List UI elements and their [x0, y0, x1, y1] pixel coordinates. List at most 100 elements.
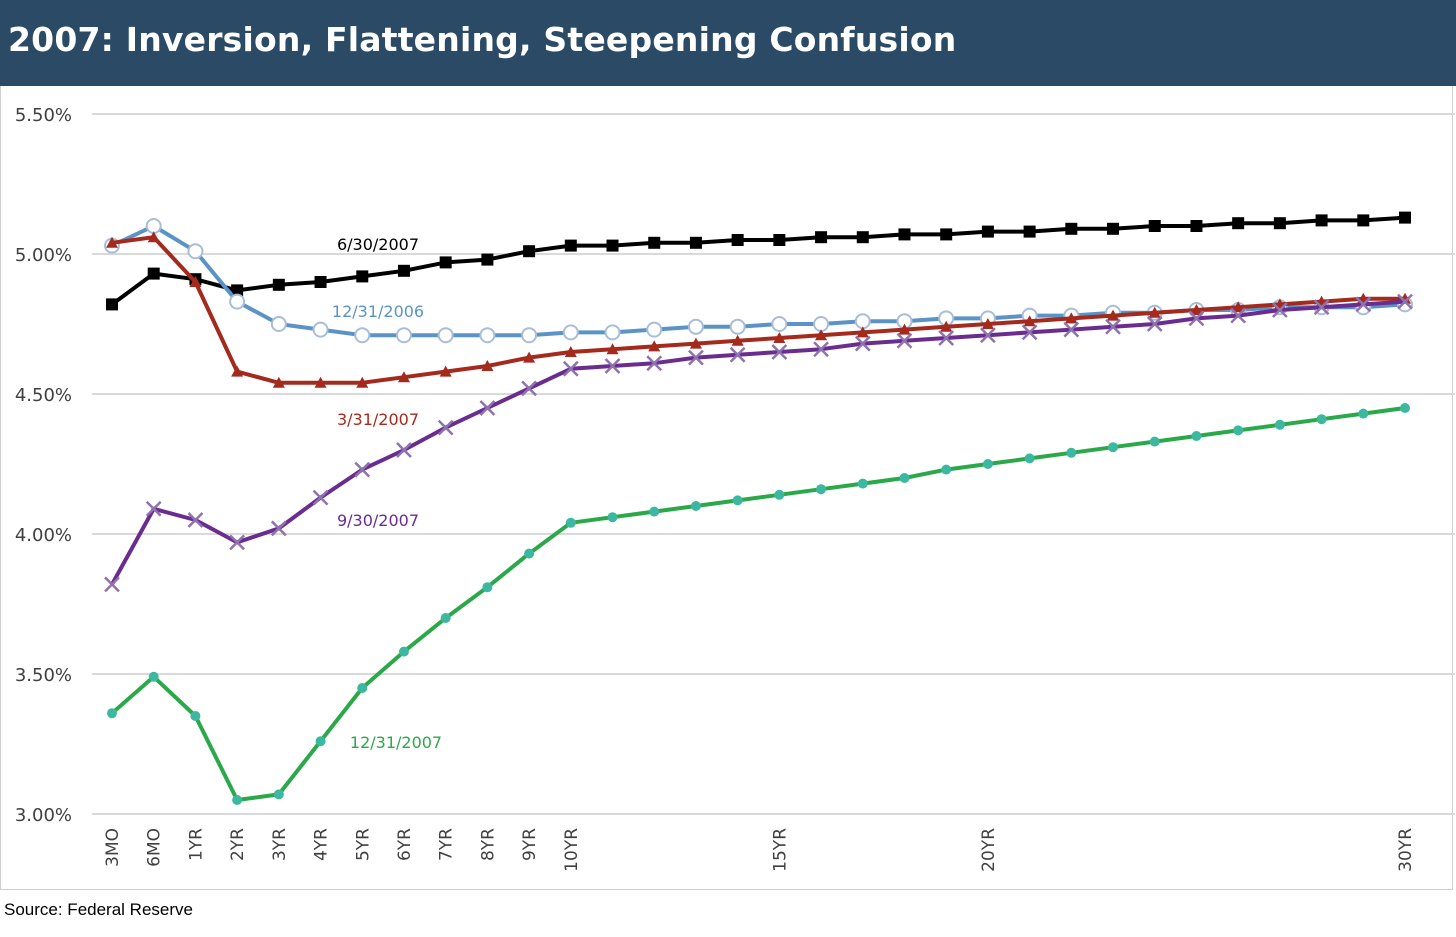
data-point — [356, 376, 369, 388]
title-bar: 2007: Inversion, Flattening, Steepening … — [0, 0, 1456, 86]
data-point — [397, 371, 410, 383]
data-point — [439, 256, 452, 269]
x-tick-label: 7YR — [437, 828, 457, 861]
data-point — [854, 313, 871, 330]
data-point — [1023, 315, 1036, 327]
data-point — [440, 613, 451, 623]
data-point — [1274, 419, 1285, 430]
data-point — [813, 341, 829, 358]
data-point — [104, 576, 120, 593]
data-point — [562, 360, 579, 377]
data-point — [982, 459, 993, 469]
data-point — [314, 276, 327, 288]
data-point — [147, 231, 160, 243]
data-point — [106, 236, 118, 248]
data-point — [816, 484, 827, 495]
data-point — [523, 245, 536, 258]
chart-frame — [0, 86, 1453, 890]
data-point — [606, 239, 619, 252]
data-point — [856, 326, 869, 338]
x-tick-label: 15YR — [770, 828, 790, 872]
data-point — [648, 236, 661, 249]
data-point — [1358, 408, 1369, 419]
data-point — [482, 582, 493, 593]
data-point — [689, 236, 702, 249]
data-point — [606, 343, 619, 355]
data-point — [187, 512, 204, 528]
data-point — [231, 365, 244, 377]
data-point — [479, 400, 496, 416]
data-point — [312, 321, 329, 338]
data-point — [774, 489, 785, 500]
chart-title: 2007: Inversion, Flattening, Steepening … — [8, 20, 957, 59]
data-point — [981, 318, 994, 329]
data-point — [107, 708, 117, 719]
data-point — [521, 380, 537, 397]
data-point — [145, 218, 162, 234]
data-point — [1191, 431, 1202, 441]
data-point — [1148, 220, 1161, 232]
data-point — [1232, 217, 1245, 230]
series-line — [110, 299, 1406, 586]
data-point — [231, 284, 244, 297]
data-point — [940, 228, 953, 241]
series-label: 6/30/2007 — [337, 235, 419, 254]
data-point — [106, 298, 118, 311]
data-point — [479, 327, 496, 344]
data-point — [732, 495, 743, 506]
data-point — [272, 278, 285, 291]
data-point — [1021, 324, 1038, 341]
data-point — [1190, 304, 1203, 315]
data-point — [437, 327, 454, 344]
data-point — [147, 267, 160, 280]
data-point — [354, 327, 371, 344]
data-point — [648, 340, 661, 352]
data-point — [731, 234, 744, 246]
series-label: 3/31/2007 — [337, 410, 419, 429]
data-point — [1399, 211, 1411, 224]
data-point — [856, 231, 869, 244]
data-point — [607, 512, 618, 523]
data-point — [1108, 442, 1119, 453]
data-point — [145, 500, 162, 517]
data-point — [646, 321, 663, 338]
y-tick-label: 3.00% — [15, 805, 72, 826]
data-point — [898, 228, 911, 241]
data-point — [395, 327, 412, 344]
data-point — [649, 506, 660, 517]
data-point — [773, 332, 786, 343]
data-point — [564, 239, 577, 252]
data-point — [940, 320, 953, 332]
y-tick-label: 5.00% — [15, 245, 72, 266]
x-tick-label: 20YR — [979, 828, 999, 872]
data-point — [1105, 318, 1121, 335]
data-point — [521, 327, 538, 344]
data-point — [690, 501, 701, 511]
data-point — [646, 355, 663, 372]
data-point — [481, 360, 494, 371]
x-tick-label: 30YR — [1396, 828, 1416, 872]
data-point — [1065, 312, 1078, 324]
data-point — [938, 330, 955, 346]
x-tick-label: 1YR — [186, 828, 206, 861]
data-point — [1148, 306, 1161, 318]
data-point — [187, 243, 204, 260]
data-point — [272, 376, 285, 388]
data-point — [1230, 307, 1247, 324]
data-point — [899, 473, 910, 483]
data-point — [437, 419, 454, 436]
data-point — [689, 337, 702, 349]
data-point — [315, 736, 326, 747]
x-tick-label: 6MO — [145, 828, 165, 867]
data-point — [1188, 310, 1205, 327]
data-point — [1355, 296, 1372, 313]
data-point — [312, 489, 329, 506]
data-point — [896, 332, 913, 349]
x-tick-label: 2YR — [228, 828, 248, 861]
series-line — [110, 406, 1406, 802]
data-point — [523, 351, 536, 363]
series-line — [110, 215, 1406, 307]
data-point — [813, 316, 830, 332]
data-point — [729, 318, 746, 335]
